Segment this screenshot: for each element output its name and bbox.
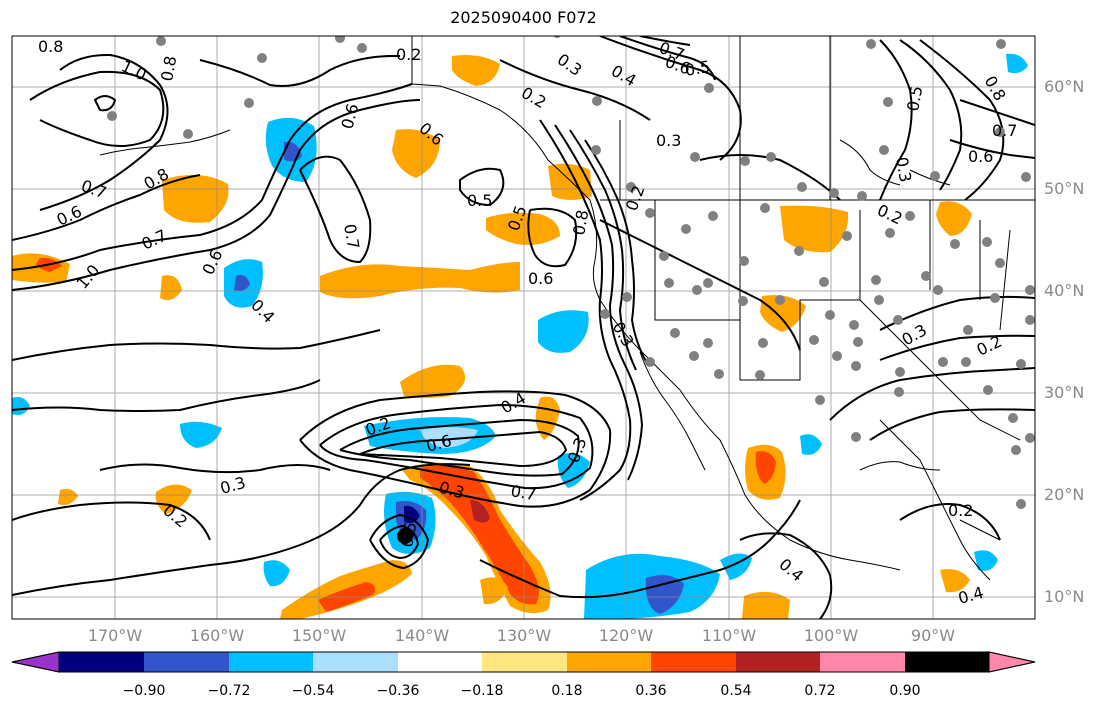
lat-label: 10°N: [1044, 587, 1085, 606]
cyclone-center-marker: [397, 528, 413, 544]
lon-label: 100°W: [803, 626, 859, 645]
colorbar-bin: [651, 652, 736, 672]
lon-label: 160°W: [189, 626, 245, 645]
colorbar-bin: [736, 652, 820, 672]
contour-label: 0.5: [397, 520, 420, 548]
station-markers: [107, 36, 1035, 509]
colorbar-bin: [482, 652, 567, 672]
lon-label: 120°W: [598, 626, 654, 645]
lon-label: 170°W: [87, 626, 143, 645]
contour-label: 0.2: [396, 45, 421, 64]
lat-label: 20°N: [1044, 485, 1085, 504]
colorbar-bin: [398, 652, 482, 672]
contour-label: 0.6: [968, 147, 993, 166]
contour-label: 0.7: [509, 481, 537, 504]
lat-label: 50°N: [1044, 179, 1085, 198]
colorbar-tick: −0.54: [291, 683, 335, 699]
lon-label: 130°W: [496, 626, 552, 645]
contour-labels: 0.8 1.0 0.8 0.7 0.6 0.8 0.7 1.0 0.6 0.4 …: [38, 37, 1017, 608]
colorbar-bin: [313, 652, 398, 672]
contour-label: 0.6: [528, 269, 553, 288]
contour-label: 0.5: [683, 57, 711, 80]
coastlines: [99, 36, 1035, 581]
map-title: 2025090400 F072: [450, 8, 597, 27]
contour-label: 0.3: [892, 155, 915, 183]
graticule: [12, 36, 1035, 619]
contour-label: 0.5: [903, 84, 926, 112]
colorbar-bin: [567, 652, 651, 672]
lon-label: 90°W: [910, 626, 956, 645]
colorbar-tick: −0.90: [122, 683, 166, 699]
colorbar: [11, 651, 1036, 673]
map-frame: [11, 35, 1036, 620]
anomaly-shading: [12, 53, 1028, 619]
lat-label: 30°N: [1044, 383, 1085, 402]
contour-label: 0.8: [38, 37, 63, 56]
contour-label: 0.2: [948, 501, 973, 520]
colorbar-high-extension: [988, 651, 1036, 673]
colorbar-tick: 0.36: [635, 683, 667, 699]
contour-label: 0.7: [340, 222, 363, 250]
contour-label: 0.8: [157, 54, 180, 82]
colorbar-tick: 0.72: [804, 683, 836, 699]
lat-label: 40°N: [1044, 281, 1085, 300]
contour-label: 0.5: [467, 191, 492, 210]
lat-label: 60°N: [1044, 77, 1085, 96]
contour-label: 0.7: [992, 121, 1017, 140]
colorbar-low-extension: [11, 651, 60, 673]
colorbar-bin: [229, 652, 313, 672]
colorbar-tick: −0.36: [376, 683, 420, 699]
lon-label: 150°W: [291, 626, 347, 645]
colorbar-tick: 0.90: [889, 683, 921, 699]
contour-lines: [12, 36, 1035, 619]
colorbar-tick: −0.72: [207, 683, 251, 699]
lon-label: 140°W: [394, 626, 450, 645]
colorbar-bin: [144, 652, 229, 672]
colorbar-bin: [820, 652, 905, 672]
colorbar-bin: [905, 652, 989, 672]
contour-label: 0.8: [569, 208, 592, 236]
colorbar-bin: [59, 652, 144, 672]
colorbar-tick: −0.18: [460, 683, 504, 699]
colorbar-tick: 0.18: [551, 683, 583, 699]
lon-label: 110°W: [701, 626, 757, 645]
colorbar-tick: 0.54: [720, 683, 752, 699]
contour-label: 0.3: [656, 131, 681, 150]
